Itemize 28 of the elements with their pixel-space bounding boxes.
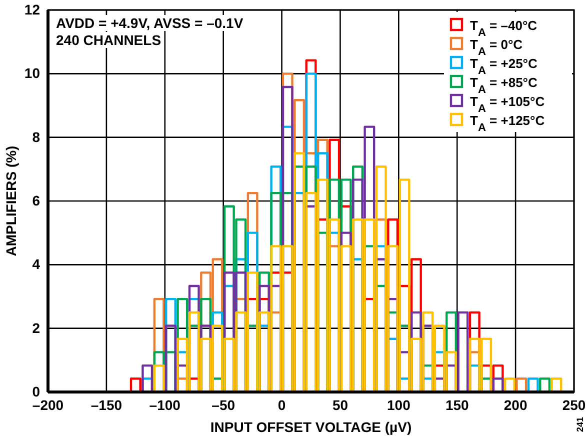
x-tick-label: 50 <box>332 396 348 413</box>
y-tick-label: 6 <box>32 192 40 208</box>
x-tick-label: 100 <box>386 396 411 413</box>
annotation: 240 CHANNELS <box>56 32 162 48</box>
x-tick-label: –200 <box>32 396 64 413</box>
y-tick-label: 12 <box>24 1 40 18</box>
x-tick-label: –100 <box>149 396 181 413</box>
x-axis-title: INPUT OFFSET VOLTAGE (µV) <box>210 419 412 435</box>
x-tick-label: 250 <box>562 396 586 413</box>
annotation: AVDD = +4.9V, AVSS = –0.1V <box>56 15 244 31</box>
y-tick-label: 8 <box>32 128 40 145</box>
y-tick-label: 10 <box>24 65 40 82</box>
text: 241 <box>575 416 585 432</box>
y-tick-label: 2 <box>32 320 40 336</box>
legend-label: T$_{A}$ = –40°C <box>470 18 538 39</box>
y-tick-label: 4 <box>32 256 40 272</box>
y-axis-title: AMPLIFIERS (%) <box>3 146 19 256</box>
legend-label: T$_{A}$ = +125°C <box>470 113 546 134</box>
x-tick-label: 150 <box>445 396 470 413</box>
x-tick-label: –50 <box>212 396 236 413</box>
legend-label: T$_{A}$ = +25°C <box>470 56 538 77</box>
x-tick-label: –150 <box>90 396 122 413</box>
y-tick-label: 0 <box>32 383 40 400</box>
legend-label: T$_{A}$ = +105°C <box>470 94 546 115</box>
legend-label: T$_{A}$ = +85°C <box>470 75 538 96</box>
x-tick-label: 200 <box>504 396 528 413</box>
legend-label: T$_{A}$ = 0°C <box>470 37 524 58</box>
x-tick-label: 0 <box>278 396 286 413</box>
